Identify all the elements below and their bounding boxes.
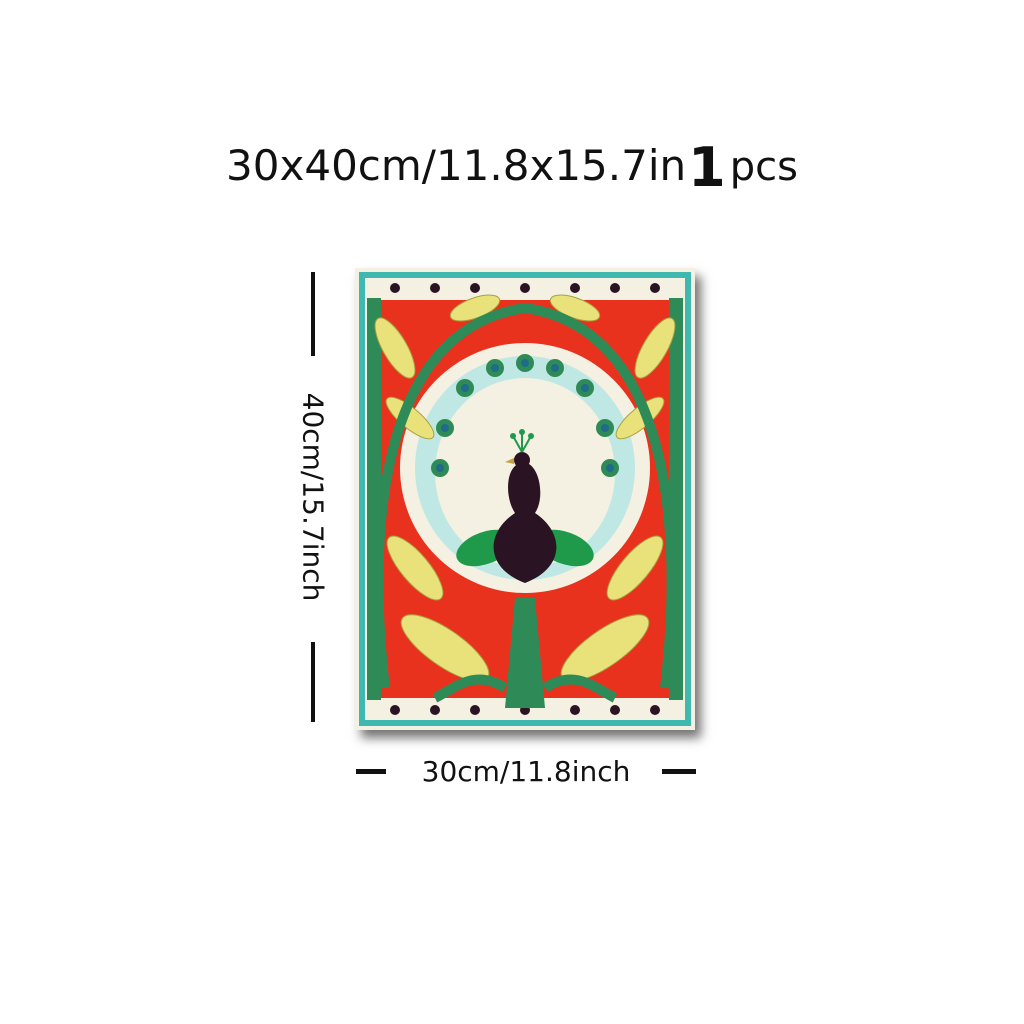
product-size-title: 30x40cm/11.8x15.7in1 pcs (0, 138, 1024, 196)
peacock-poster-image (355, 268, 695, 730)
peacock-icon (355, 268, 695, 730)
width-dimension-bar-right (662, 769, 696, 774)
height-dimension-label: 40cm/15.7inch (296, 392, 330, 602)
height-dimension-bar-bottom (311, 642, 315, 722)
width-dimension-line: 30cm/11.8inch (356, 752, 696, 792)
quantity-number: 1 (688, 136, 726, 199)
quantity-unit: pcs (729, 144, 798, 190)
width-dimension-label: 30cm/11.8inch (421, 755, 631, 788)
height-dimension-bar-top (311, 272, 315, 356)
height-dimension-line (306, 268, 320, 722)
size-text: 30x40cm/11.8x15.7in (226, 141, 687, 190)
width-dimension-bar-left (356, 769, 386, 774)
